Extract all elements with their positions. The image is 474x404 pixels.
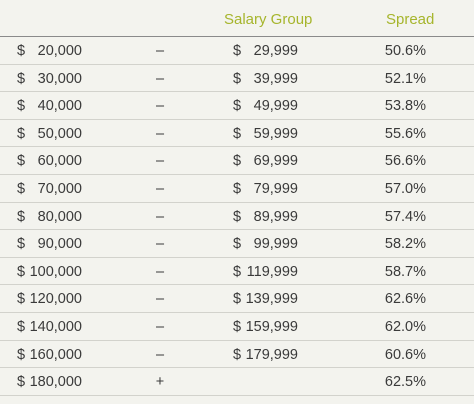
high-amount: 119,999 [246, 263, 298, 280]
spread-value: 58.7% [384, 263, 426, 280]
high-currency: $ [233, 125, 242, 142]
low-amount: 180,000 [29, 374, 82, 391]
spread-value: 62.5% [384, 374, 426, 391]
table-row: $ 100,000 – $ 119,999 58.7% [0, 258, 474, 286]
low-currency: $ [17, 153, 26, 170]
high-amount: 39,999 [253, 70, 298, 87]
spread-header: Spread [386, 11, 435, 28]
spread-value: 60.6% [384, 346, 426, 363]
high-currency: $ [233, 236, 242, 253]
range-separator: – [155, 263, 165, 280]
low-amount: 140,000 [29, 318, 82, 335]
low-currency: $ [17, 236, 26, 253]
high-amount: 79,999 [253, 180, 298, 197]
spread-value: 55.6% [384, 125, 426, 142]
table-header: Salary Group Spread [0, 0, 474, 37]
spread-value: 57.0% [384, 180, 426, 197]
range-separator: – [155, 70, 165, 87]
range-separator: – [155, 346, 165, 363]
spread-value: 50.6% [384, 43, 426, 59]
table-row: $ 40,000 – $ 49,999 53.8% [0, 92, 474, 120]
low-currency: $ [17, 43, 26, 59]
high-amount: 139,999 [245, 291, 298, 308]
range-separator: + [155, 374, 165, 391]
table-row: $ 160,000 – $ 179,999 60.6% [0, 341, 474, 369]
range-separator: – [155, 153, 165, 170]
low-amount: 80,000 [37, 208, 82, 225]
table-row: $ 20,000 – $ 29,999 50.6% [0, 37, 474, 65]
low-amount: 100,000 [29, 263, 82, 280]
low-amount: 70,000 [37, 180, 82, 197]
table-row: $ 120,000 – $ 139,999 62.6% [0, 285, 474, 313]
high-currency: $ [233, 98, 242, 115]
low-amount: 90,000 [37, 236, 82, 253]
low-currency: $ [17, 208, 26, 225]
table-row: $ 140,000 – $ 159,999 62.0% [0, 313, 474, 341]
table-row: $ 50,000 – $ 59,999 55.6% [0, 120, 474, 148]
range-separator: – [155, 291, 165, 308]
high-amount: 159,999 [245, 318, 298, 335]
high-currency: $ [233, 43, 242, 59]
spread-value: 58.2% [384, 236, 426, 253]
table-row: $ 90,000 – $ 99,999 58.2% [0, 230, 474, 258]
range-separator: – [155, 98, 165, 115]
range-separator: – [155, 180, 165, 197]
high-amount: 69,999 [253, 153, 298, 170]
range-separator: – [155, 236, 165, 253]
table-row: $ 80,000 – $ 89,999 57.4% [0, 203, 474, 231]
high-amount: 49,999 [253, 98, 298, 115]
low-currency: $ [17, 98, 26, 115]
table-row: $ 30,000 – $ 39,999 52.1% [0, 65, 474, 93]
spread-value: 62.0% [384, 318, 426, 335]
spread-value: 57.4% [384, 208, 426, 225]
high-currency: $ [233, 346, 242, 363]
low-amount: 30,000 [37, 70, 82, 87]
high-amount: 89,999 [253, 208, 298, 225]
table-row: $ 70,000 – $ 79,999 57.0% [0, 175, 474, 203]
range-separator: – [155, 43, 165, 59]
high-currency: $ [233, 180, 242, 197]
low-amount: 20,000 [37, 43, 82, 59]
spread-value: 62.6% [384, 291, 426, 308]
low-amount: 50,000 [37, 125, 82, 142]
high-currency: $ [233, 263, 242, 280]
high-currency: $ [233, 208, 242, 225]
low-currency: $ [17, 263, 26, 280]
high-currency: $ [233, 318, 242, 335]
high-amount: 59,999 [253, 125, 298, 142]
range-separator: – [155, 125, 165, 142]
salary-group-header: Salary Group [224, 11, 313, 28]
high-amount: 99,999 [253, 236, 298, 253]
range-separator: – [155, 318, 165, 335]
low-currency: $ [17, 374, 26, 391]
low-amount: 160,000 [29, 346, 82, 363]
high-currency: $ [233, 153, 242, 170]
spread-value: 52.1% [384, 70, 426, 87]
high-currency: $ [233, 291, 242, 308]
low-currency: $ [17, 180, 26, 197]
low-currency: $ [17, 291, 26, 308]
low-currency: $ [17, 318, 26, 335]
high-amount: 179,999 [245, 346, 298, 363]
high-amount: 29,999 [253, 43, 298, 59]
low-currency: $ [17, 125, 26, 142]
spread-value: 56.6% [384, 153, 426, 170]
spread-value: 53.8% [384, 98, 426, 115]
table-body: $ 20,000 – $ 29,999 50.6% $ 30,000 – $ 3… [0, 37, 474, 396]
range-separator: – [155, 208, 165, 225]
high-currency: $ [233, 70, 242, 87]
table-row: $ 60,000 – $ 69,999 56.6% [0, 147, 474, 175]
low-currency: $ [17, 70, 26, 87]
low-amount: 40,000 [37, 98, 82, 115]
table-row: $ 180,000 + 62.5% [0, 368, 474, 396]
low-currency: $ [17, 346, 26, 363]
low-amount: 60,000 [37, 153, 82, 170]
low-amount: 120,000 [29, 291, 82, 308]
